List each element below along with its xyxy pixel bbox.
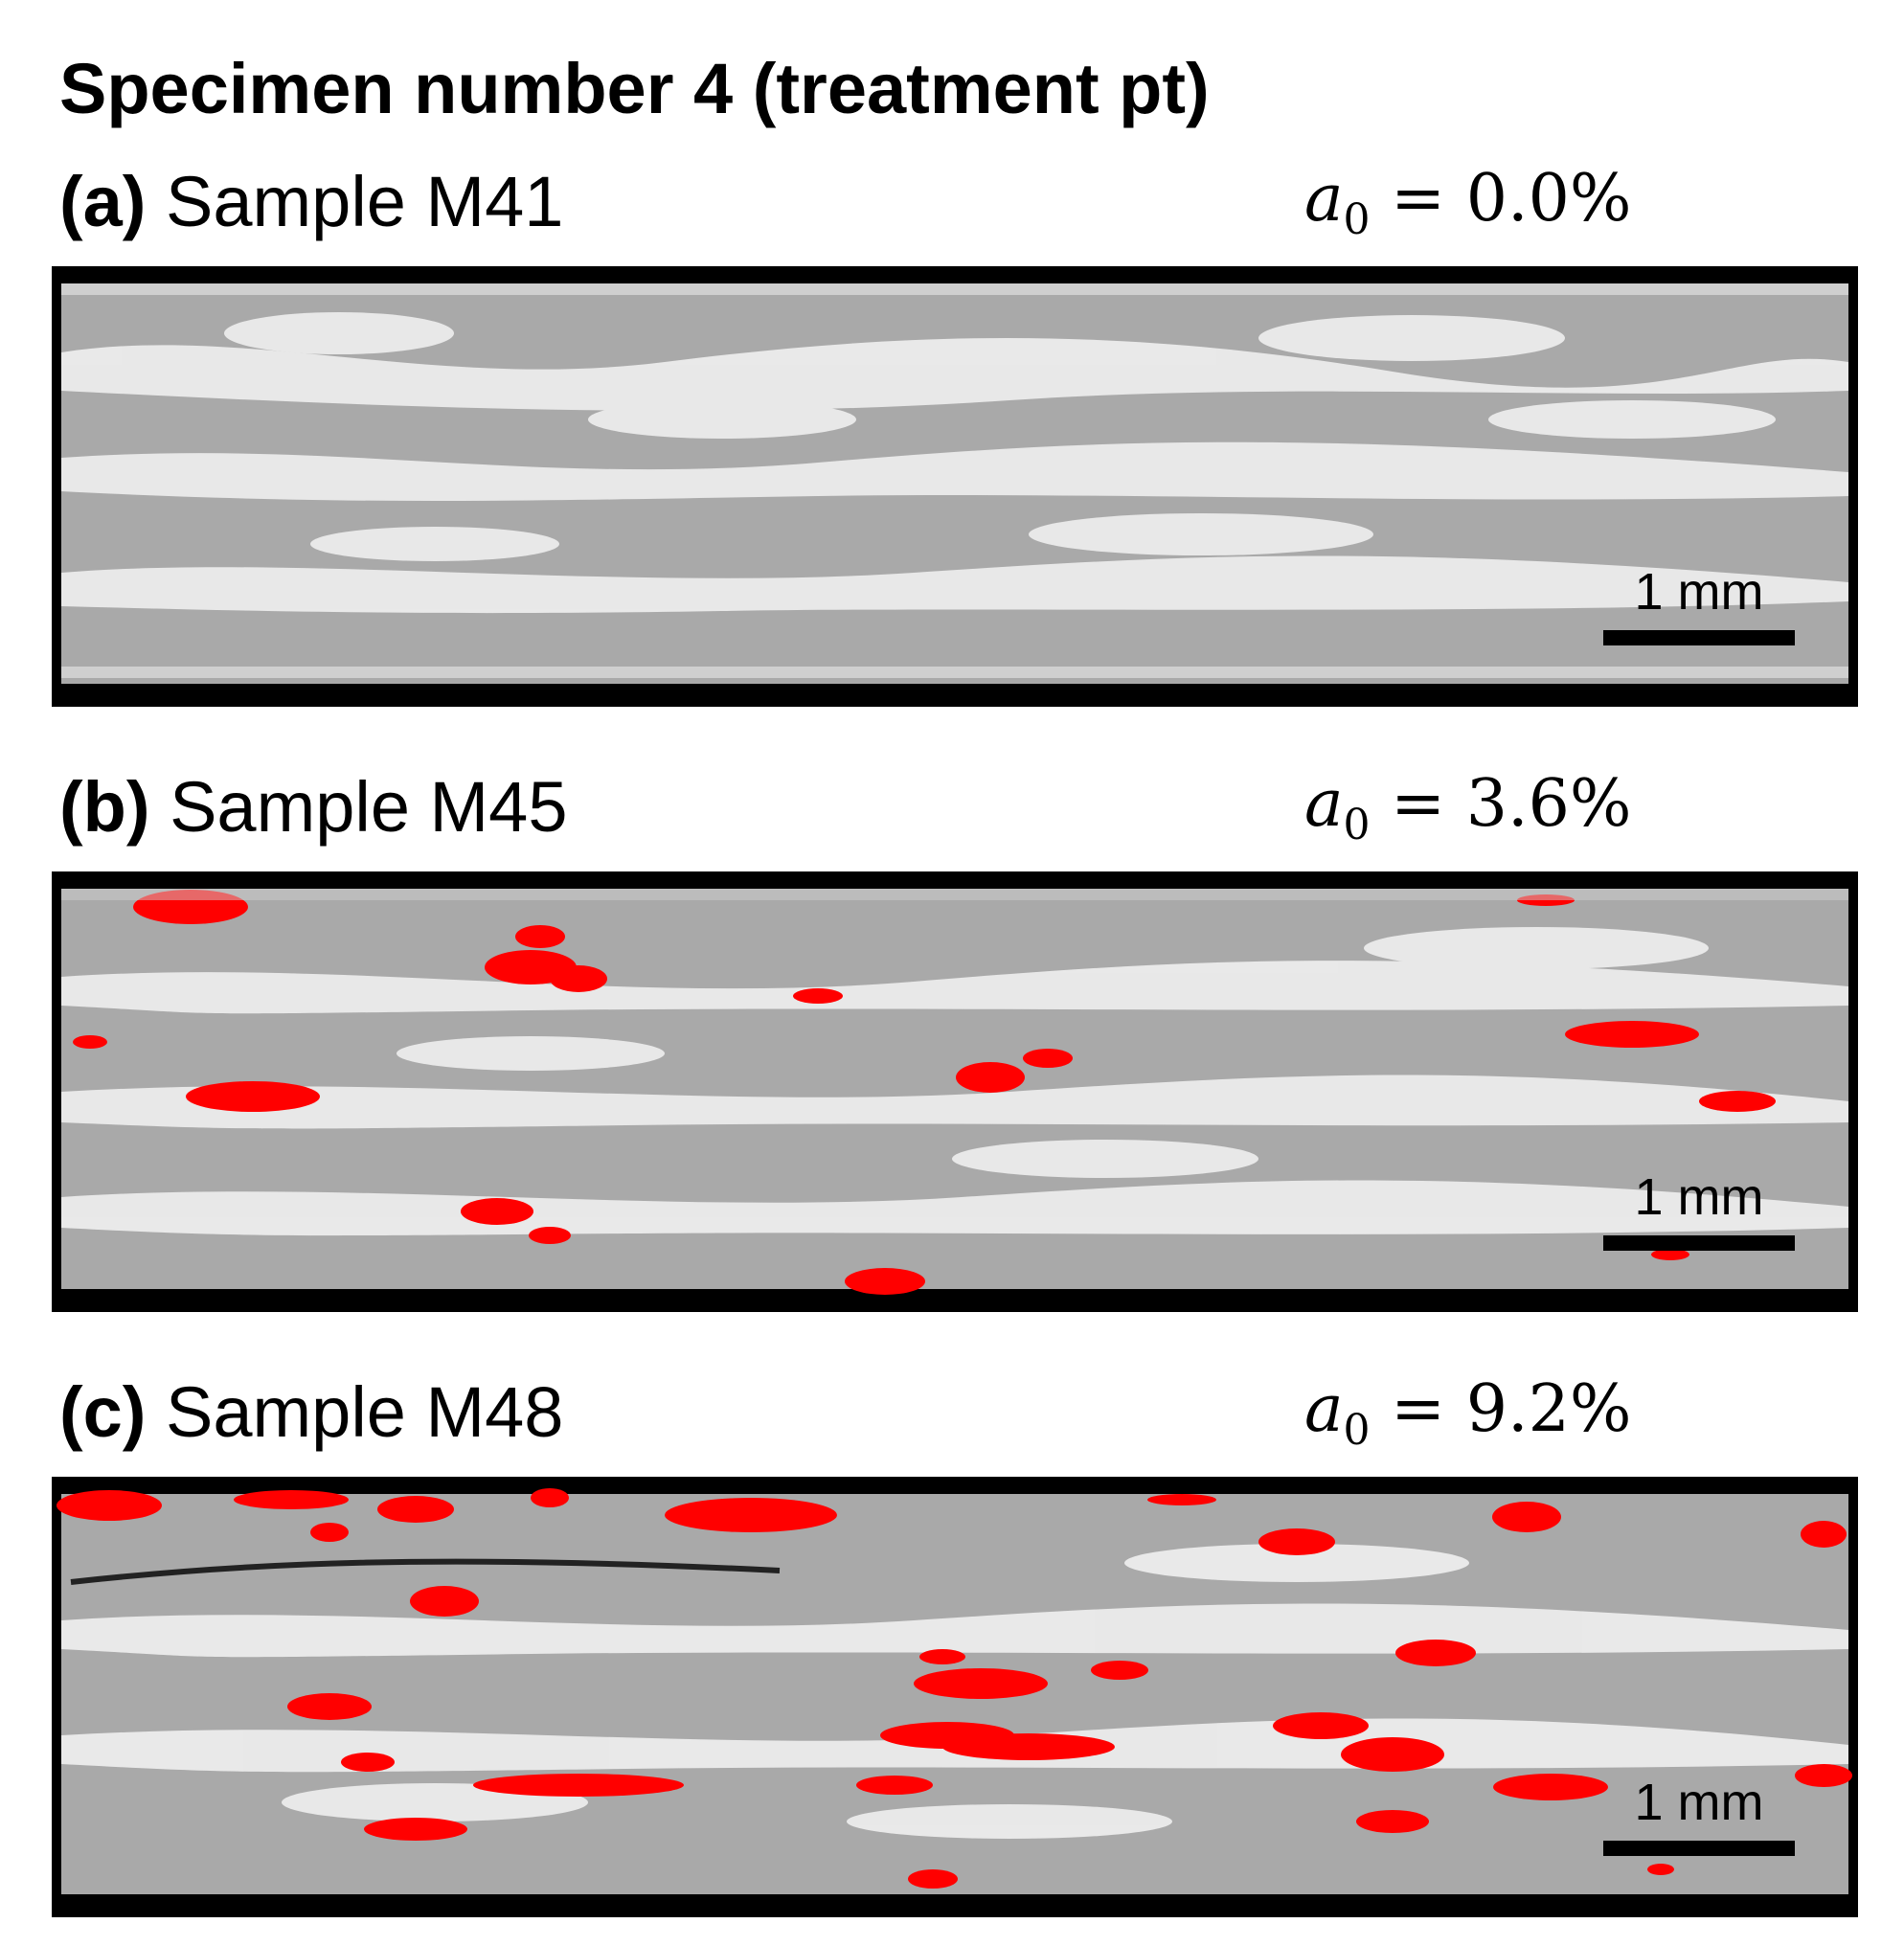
panel-c-letter: (c) (59, 1372, 147, 1452)
panel-a-label: (a) Sample M41 (59, 161, 563, 242)
panel-c-label: (c) Sample M48 (59, 1371, 563, 1453)
scale-bar-b (1603, 1235, 1795, 1251)
scale-bar-a (1603, 630, 1795, 645)
scale-label-a: 1 mm (1635, 563, 1764, 621)
panel-a-letter: (a) (59, 162, 147, 241)
scale-bar-c (1603, 1841, 1795, 1856)
panel-c-sample: Sample M48 (166, 1372, 564, 1452)
panel-b-header: (b) Sample M45 a0 = 3.6% (59, 766, 1632, 852)
panel-b-porosity: a0 = 3.6% (1304, 766, 1632, 849)
scale-label-c: 1 mm (1635, 1774, 1764, 1831)
scale-label-b: 1 mm (1635, 1168, 1764, 1226)
panel-c-header: (c) Sample M48 a0 = 9.2% (59, 1371, 1632, 1458)
panel-b-label: (b) Sample M45 (59, 766, 567, 848)
panel-b-sample: Sample M45 (170, 767, 568, 847)
micrograph-a: 1 mm (52, 266, 1858, 707)
panel-a-header: (a) Sample M41 a0 = 0.0% (59, 161, 1632, 247)
figure-title: Specimen number 4 (treatment pt) (59, 49, 1210, 128)
panel-a-sample: Sample M41 (166, 162, 564, 241)
micrograph-c: 1 mm (52, 1477, 1858, 1917)
panel-c-porosity: a0 = 9.2% (1304, 1371, 1632, 1455)
panel-a-porosity: a0 = 0.0% (1304, 161, 1632, 244)
panel-b-letter: (b) (59, 767, 150, 847)
micrograph-b: 1 mm (52, 871, 1858, 1312)
